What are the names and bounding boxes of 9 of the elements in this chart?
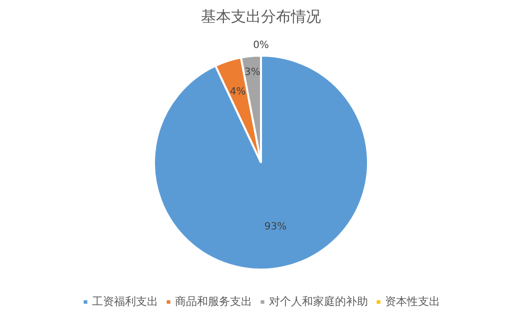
legend-label: 工资福利支出	[92, 294, 158, 309]
text: 0%	[253, 40, 269, 52]
legend-label: 对个人和家庭的补助	[269, 294, 368, 309]
chart-title: 基本支出分布情况	[201, 8, 321, 26]
legend-label: 商品和服务支出	[175, 294, 252, 309]
data-label: 4%	[230, 86, 246, 98]
data-label: 93%	[264, 221, 287, 232]
data-label: 3%	[244, 67, 260, 78]
legend-label: 资本性支出	[385, 294, 440, 309]
